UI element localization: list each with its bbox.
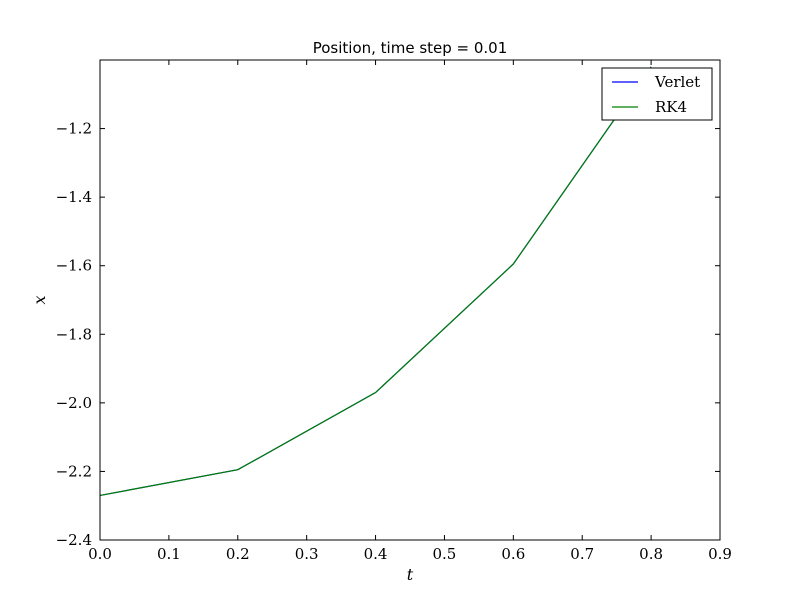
- y-tick-label: −2.0: [56, 394, 92, 412]
- x-tick-label: 0.3: [295, 545, 319, 563]
- plot-area: [99, 59, 721, 541]
- x-axis-label: t: [407, 565, 414, 584]
- x-tick-label: 0.0: [88, 545, 112, 563]
- legend: Verlet RK4: [601, 67, 713, 121]
- y-axis-label: x: [30, 295, 49, 304]
- series-layer: [100, 66, 652, 497]
- x-tick-label: 0.5: [433, 545, 457, 563]
- x-tick-label: 0.4: [364, 545, 388, 563]
- plot-frame: [99, 59, 721, 541]
- x-tick-label: 0.8: [639, 545, 663, 563]
- legend-box: [601, 67, 713, 121]
- y-tick-label: −1.8: [56, 325, 92, 343]
- x-tick-label: 0.6: [501, 545, 525, 563]
- y-tick-label: −1.4: [56, 188, 92, 206]
- legend-label-verlet: Verlet: [654, 73, 700, 91]
- series-line-rk4: [100, 66, 652, 497]
- series-line-verlet: [100, 66, 652, 497]
- chart-title: Position, time step = 0.01: [313, 39, 508, 57]
- y-tick-label: −2.4: [56, 531, 92, 549]
- y-axis-ticks: −2.4 −2.2 −2.0 −1.8 −1.6 −1.4 −1.2: [56, 120, 720, 549]
- x-tick-label: 0.9: [708, 545, 732, 563]
- legend-label-rk4: RK4: [655, 98, 687, 116]
- x-tick-label: 0.1: [157, 545, 181, 563]
- y-tick-label: −2.2: [56, 462, 92, 480]
- y-tick-label: −1.2: [56, 120, 92, 138]
- x-axis-ticks: 0.0 0.1 0.2 0.3 0.4 0.5 0.6 0.7 0.8 0.9: [88, 60, 732, 563]
- y-tick-label: −1.6: [56, 257, 92, 275]
- x-tick-label: 0.7: [570, 545, 594, 563]
- x-tick-label: 0.2: [226, 545, 250, 563]
